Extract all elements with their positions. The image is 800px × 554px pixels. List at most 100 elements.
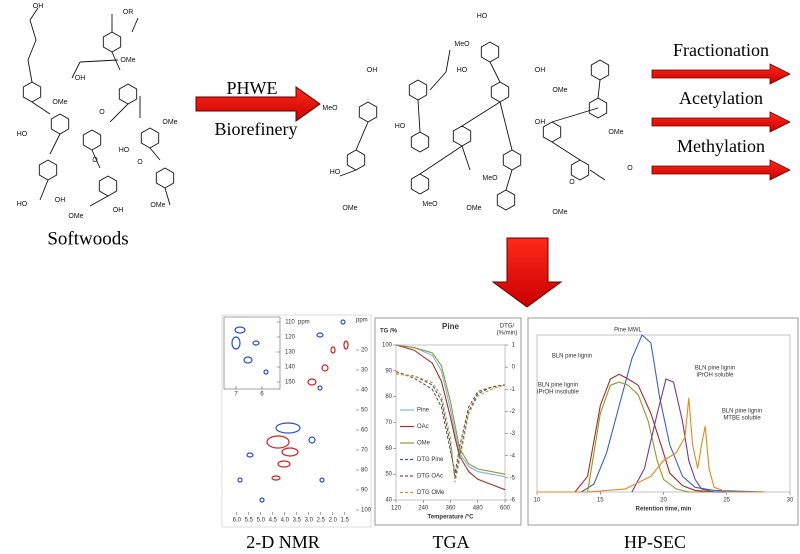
- y2-tick-label: 1: [512, 343, 516, 349]
- legend-label: DTG OMe: [417, 490, 445, 496]
- softwoods-label: Softwoods: [47, 228, 128, 249]
- x-tick-label: 240: [418, 506, 429, 512]
- series-annotation: iPrOH soluble: [696, 373, 734, 379]
- nmr-contour: [263, 369, 269, 375]
- y-tick-label: 70: [385, 420, 392, 426]
- x-tick-label: 1.5: [341, 518, 350, 524]
- ring: [38, 159, 58, 181]
- y-tick-label: 60: [385, 446, 392, 452]
- y2-tick-label: -5: [510, 475, 516, 481]
- bond: [461, 145, 471, 171]
- ring: [410, 173, 430, 195]
- y-tick-label: 70: [361, 448, 368, 454]
- atom-label: OMe: [552, 87, 567, 94]
- y-tick-label: 90: [361, 488, 368, 494]
- panel-label: TGA: [433, 532, 470, 552]
- series-line: [537, 397, 765, 493]
- bond: [79, 59, 119, 63]
- atom-label: OH: [75, 75, 86, 82]
- y-tick-label: 150: [285, 380, 296, 386]
- atom-label: HO: [119, 147, 130, 154]
- y-tick-label: 40: [385, 498, 392, 504]
- nmr-contour: [281, 447, 299, 457]
- x-tick-label: 120: [391, 506, 402, 512]
- structures: OHOROMeHOOHOMeOHOOMeOOMeHOOHOMeOHOHOMeOH…: [17, 3, 634, 220]
- ring: [502, 149, 522, 171]
- legend-label: OAc: [417, 424, 429, 430]
- series-annotation: MTBE soluble: [723, 416, 761, 422]
- bond: [505, 169, 513, 191]
- ring: [490, 81, 510, 103]
- x-tick-label: 30: [787, 498, 794, 504]
- ring: [570, 159, 590, 181]
- x-tick-label: 15: [597, 498, 604, 504]
- nmr-contour: [237, 477, 243, 483]
- ring: [22, 81, 42, 103]
- legend-label: OMe: [417, 441, 431, 447]
- atom-label: O: [99, 109, 105, 116]
- atom-label: O: [569, 179, 575, 186]
- x-tick-label: 6: [260, 392, 264, 398]
- x-axis-label: Retention time, min: [636, 507, 692, 513]
- atom-label: HO: [477, 13, 488, 20]
- ring: [496, 189, 516, 211]
- bond: [71, 61, 81, 79]
- bond: [49, 133, 61, 155]
- legend-label: DTG OAc: [417, 474, 443, 480]
- arrow: [651, 111, 791, 133]
- series-line: [395, 344, 506, 475]
- process-arrow: [195, 86, 321, 122]
- x-tick-label: 480: [473, 506, 484, 512]
- atom-label: HO: [395, 123, 406, 130]
- nmr-contour: [243, 356, 253, 364]
- bond: [91, 149, 101, 169]
- y-tick-label: 140: [285, 365, 296, 371]
- nmr-panel: [221, 314, 372, 528]
- nmr-contour: [319, 477, 325, 483]
- modification-label: Fractionation: [673, 40, 769, 60]
- y2-tick-label: -1: [510, 387, 516, 393]
- y-tick-label: 130: [285, 350, 296, 356]
- atom-label: OMe: [120, 57, 135, 64]
- y-tick-label: 80: [361, 468, 368, 474]
- bond: [551, 107, 599, 123]
- atom-label: OH: [367, 67, 378, 74]
- series-line: [581, 334, 765, 493]
- nmr-contour: [231, 336, 241, 350]
- x-tick-label: 5.5: [245, 518, 254, 524]
- atom-label: O: [627, 165, 633, 172]
- tga-panel: [374, 317, 522, 526]
- nmr-contour: [340, 319, 346, 325]
- x-tick-label: 360: [445, 506, 456, 512]
- nmr-contour: [343, 340, 349, 350]
- atom-label: HO: [17, 201, 28, 208]
- ring: [408, 79, 428, 101]
- bond: [131, 17, 139, 33]
- chart-title: Pine: [442, 322, 459, 331]
- atom-label: HO: [457, 67, 468, 74]
- ring: [588, 97, 608, 119]
- bond: [589, 169, 606, 181]
- series-line: [395, 344, 506, 491]
- series-annotation: BLN pine lignin: [552, 354, 592, 360]
- atom-label: OMe: [552, 209, 567, 216]
- down-arrow: [491, 237, 563, 308]
- nmr-contour: [271, 475, 281, 481]
- bond: [339, 169, 357, 177]
- bond: [111, 51, 121, 71]
- y-tick-label: 20: [361, 348, 368, 354]
- series-annotation: Pine MWL: [614, 328, 642, 334]
- y-tick-label: 110: [285, 320, 295, 326]
- nmr-contour: [308, 436, 316, 444]
- nmr-contour: [266, 435, 290, 449]
- series-line: [631, 378, 765, 493]
- series-annotation: iPrOH insoluble: [537, 390, 579, 396]
- ring: [590, 59, 610, 81]
- atom-label: OMe: [466, 205, 481, 212]
- arrow: [651, 63, 791, 85]
- atom-label: OMe: [162, 119, 177, 126]
- ring: [410, 131, 430, 153]
- y2-tick-label: 0: [512, 365, 516, 371]
- x-tick-label: 2.0: [329, 518, 338, 524]
- nmr-contour: [321, 364, 329, 372]
